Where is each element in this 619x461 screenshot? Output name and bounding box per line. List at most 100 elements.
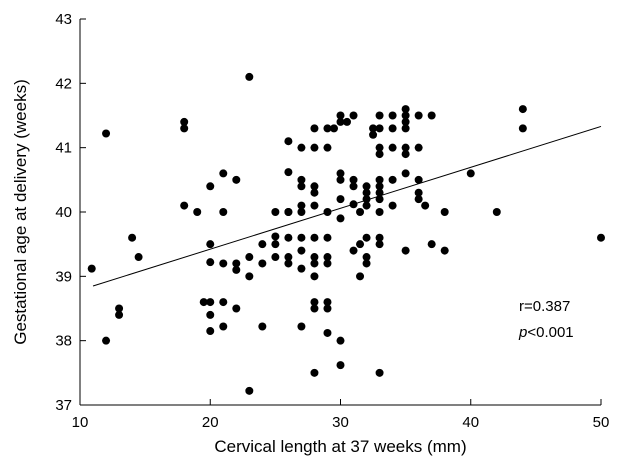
data-point: [427, 240, 436, 249]
x-tick-label: 10: [72, 414, 89, 431]
data-point: [388, 201, 397, 210]
data-point: [323, 298, 332, 307]
p-value-text: <0.001: [527, 324, 573, 341]
data-point: [375, 111, 384, 120]
data-point: [518, 105, 527, 114]
data-point: [271, 232, 280, 241]
data-point: [206, 327, 215, 336]
y-ticks: 37 38 39 40 41 42 43: [55, 11, 86, 414]
data-point: [310, 188, 319, 197]
data-point: [232, 265, 241, 274]
data-point: [219, 259, 228, 268]
data-point: [258, 322, 267, 331]
data-point: [199, 298, 208, 307]
data-point: [336, 117, 345, 126]
data-point: [323, 328, 332, 337]
data-point: [375, 188, 384, 197]
x-tick-label: 20: [202, 414, 219, 431]
data-point: [362, 233, 371, 242]
data-point: [375, 143, 384, 152]
data-point: [323, 233, 332, 242]
data-point: [206, 258, 215, 267]
data-point: [466, 169, 475, 178]
data-point: [336, 336, 345, 345]
data-point: [115, 304, 124, 313]
data-point: [102, 336, 111, 345]
data-point: [271, 253, 280, 262]
data-points: [87, 72, 605, 395]
data-point: [336, 111, 345, 120]
data-point: [349, 111, 358, 120]
data-point: [401, 150, 410, 159]
data-point: [297, 246, 306, 255]
data-point: [297, 208, 306, 216]
data-point: [297, 201, 306, 210]
data-point: [310, 253, 319, 262]
data-point: [297, 264, 306, 273]
y-tick-label: 37: [55, 397, 72, 414]
data-point: [310, 182, 319, 191]
data-point: [323, 304, 332, 313]
data-point: [329, 124, 338, 133]
data-point: [310, 368, 319, 377]
data-point: [180, 117, 189, 126]
data-point: [297, 322, 306, 331]
data-point: [297, 175, 306, 184]
data-point: [284, 137, 293, 146]
data-point: [115, 310, 124, 319]
data-point: [232, 175, 241, 184]
y-tick-label: 43: [55, 11, 72, 28]
data-point: [336, 175, 345, 184]
p-value-annotation: p<0.001: [518, 324, 574, 341]
data-point: [388, 143, 397, 152]
data-point: [349, 200, 358, 209]
data-point: [134, 253, 143, 262]
data-point: [369, 130, 378, 139]
data-point: [349, 182, 358, 191]
y-tick-label: 42: [55, 75, 72, 92]
data-point: [310, 304, 319, 313]
data-point: [414, 143, 423, 152]
data-point: [375, 195, 384, 204]
data-point: [206, 310, 215, 319]
data-point: [310, 259, 319, 268]
correlation-annotation: r=0.387: [519, 298, 570, 315]
data-point: [362, 201, 371, 210]
data-point: [219, 208, 228, 216]
data-point: [284, 259, 293, 268]
data-point: [219, 298, 228, 307]
data-point: [375, 233, 384, 242]
data-point: [427, 111, 436, 120]
data-point: [310, 233, 319, 242]
data-point: [258, 259, 267, 268]
data-point: [271, 208, 280, 216]
data-point: [219, 169, 228, 178]
data-point: [349, 175, 358, 184]
data-point: [258, 240, 267, 249]
data-point: [375, 175, 384, 184]
data-point: [401, 124, 410, 133]
data-point: [362, 259, 371, 268]
data-point: [414, 188, 423, 197]
y-tick-label: 39: [55, 268, 72, 285]
x-tick-label: 30: [332, 414, 349, 431]
data-point: [193, 208, 202, 216]
data-point: [356, 240, 365, 249]
data-point: [102, 129, 111, 138]
data-point: [87, 264, 96, 273]
data-point: [343, 117, 352, 126]
data-point: [375, 124, 384, 133]
data-point: [401, 143, 410, 152]
data-point: [206, 182, 215, 191]
data-point: [245, 253, 254, 262]
regression-line: [92, 125, 602, 287]
data-point: [180, 124, 189, 133]
data-point: [284, 208, 293, 216]
data-point: [375, 182, 384, 191]
data-point: [310, 298, 319, 307]
x-axis-label: Cervical length at 37 weeks (mm): [214, 437, 466, 456]
data-point: [401, 105, 410, 114]
data-point: [284, 253, 293, 262]
data-point: [349, 246, 358, 255]
p-symbol: p: [518, 324, 527, 341]
